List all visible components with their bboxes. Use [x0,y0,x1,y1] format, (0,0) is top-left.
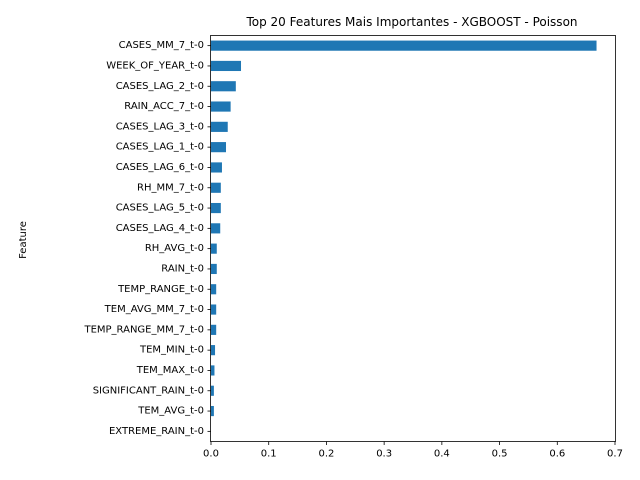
y-tick-label: TEM_MIN_t-0 [139,345,204,356]
y-tick-label: WEEK_OF_YEAR_t-0 [106,60,204,71]
x-tick-label: 0.6 [549,449,565,460]
y-tick-labels: CASES_MM_7_t-0 WEEK_OF_YEAR_t-0 CASES_LAG_… [83,40,211,437]
bar-cases-lag-3-t-0 [211,121,228,132]
x-tick-label: 0.1 [261,449,277,460]
x-tick-label: 0.0 [203,449,219,460]
y-tick-label: TEM_MAX_t-0 [136,365,204,376]
bar-week-of-year-t-0 [211,60,242,72]
y-tick-label: CASES_MM_7_t-0 [119,40,204,51]
y-tick-label: RH_MM_7_t-0 [137,182,204,193]
x-tick-label: 0.3 [376,449,392,460]
chart-title: Top 20 Features Mais Importantes - XGBOO… [245,15,577,29]
x-ticks: 0.0 0.1 0.2 0.3 0.4 0.5 0.6 0.7 [203,441,623,460]
plot-area-frame [210,35,616,442]
y-tick-label: CASES_LAG_4_t-0 [116,223,204,234]
bar-tem-avg-mm-7-t-0 [211,304,217,315]
bar-temp-range-t-0 [211,284,217,295]
bar-tem-min-t-0 [211,345,216,356]
y-tick-label: CASES_LAG_6_t-0 [116,162,204,173]
bar-temp-range-mm-7-t-0 [211,324,217,335]
y-tick-label: CASES_LAG_2_t-0 [116,81,204,92]
y-axis-label: Feature [18,221,29,259]
y-tick-label: RAIN_ACC_7_t-0 [124,101,204,112]
bar-cases-lag-6-t-0 [211,162,222,173]
bar-cases-mm-7-t-0 [211,40,597,51]
y-tick-label: CASES_LAG_5_t-0 [116,203,204,214]
y-tick-label: TEM_AVG_t-0 [137,406,204,417]
x-tick-label: 0.5 [492,449,508,460]
y-tick-label: TEM_AVG_MM_7_t-0 [104,304,204,315]
y-tick-label: EXTREME_RAIN_t-0 [109,426,204,437]
bar-rh-mm-7-t-0 [211,182,221,193]
y-tick-label: RAIN_t-0 [161,263,204,274]
bar-rain-acc-7-t-0 [211,101,231,112]
y-tick-label: TEMP_RANGE_MM_7_t-0 [83,324,204,335]
y-tick-label: CASES_LAG_1_t-0 [116,142,204,153]
x-tick-label: 0.4 [434,449,450,460]
x-tick-label: 0.7 [607,449,623,460]
bar-cases-lag-5-t-0 [211,202,221,214]
bars-group [211,40,597,417]
y-tick-label: RH_AVG_t-0 [145,243,204,254]
bar-cases-lag-4-t-0 [211,223,221,234]
bar-rain-t-0 [211,263,217,275]
x-tick-label: 0.2 [318,449,334,460]
y-tick-label: CASES_LAG_3_t-0 [116,121,204,132]
bar-significant-rain-t-0 [211,385,214,396]
bar-rh-avg-t-0 [211,243,217,254]
y-tick-label: SIGNIFICANT_RAIN_t-0 [93,385,204,396]
bar-tem-avg-t-0 [211,405,214,417]
y-tick-label: TEMP_RANGE_t-0 [117,284,204,295]
bar-cases-lag-1-t-0 [211,142,227,153]
bar-tem-max-t-0 [211,365,215,376]
bar-cases-lag-2-t-0 [211,81,236,92]
